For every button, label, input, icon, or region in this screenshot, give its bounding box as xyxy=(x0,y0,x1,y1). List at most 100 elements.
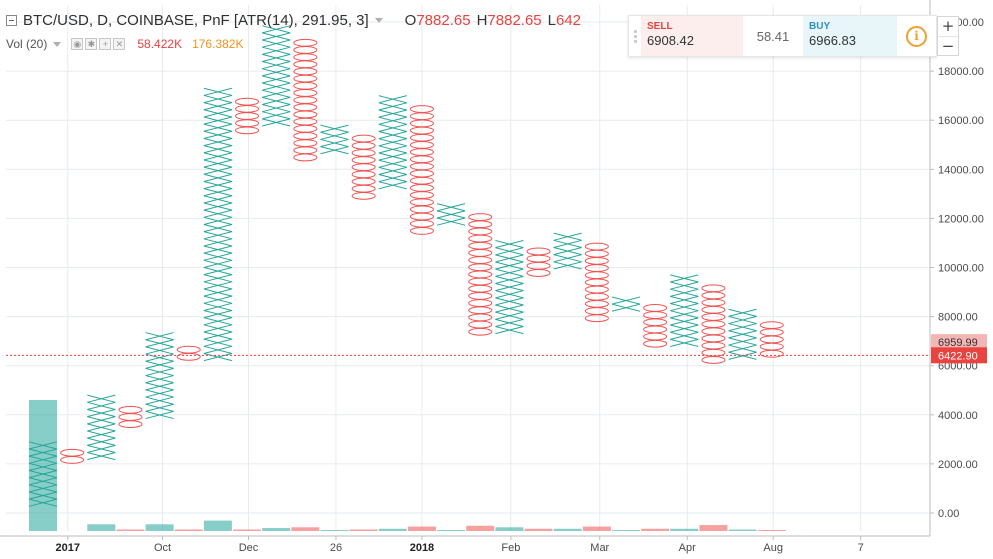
x-mark xyxy=(203,231,233,240)
x-column xyxy=(87,394,116,461)
o-mark xyxy=(468,234,493,243)
x-mark xyxy=(262,111,291,120)
volume-bar xyxy=(116,529,145,531)
sell-button[interactable]: SELL 6908.42 xyxy=(641,16,743,56)
x-mark xyxy=(378,109,407,118)
x-mark xyxy=(203,130,233,139)
x-mark xyxy=(495,268,524,277)
o-mark xyxy=(643,339,668,348)
o-mark xyxy=(584,264,609,272)
x-mark xyxy=(262,89,291,98)
o-mark xyxy=(701,334,726,343)
spread-value: 58.41 xyxy=(743,16,803,56)
volume-title[interactable]: Vol (20) xyxy=(6,37,48,51)
drag-handle[interactable] xyxy=(629,16,641,56)
x-mark xyxy=(145,389,174,398)
o-mark xyxy=(293,74,318,83)
add-icon[interactable]: + xyxy=(99,38,112,50)
o-mark xyxy=(584,314,609,323)
open-value: 7882.65 xyxy=(416,12,471,29)
x-mark xyxy=(553,254,582,263)
o-column xyxy=(584,242,609,323)
o-mark xyxy=(584,242,609,251)
x-mark xyxy=(28,462,58,471)
pnf-columns xyxy=(28,25,784,507)
buy-button[interactable]: BUY 6966.83 xyxy=(803,16,897,56)
x-mark xyxy=(378,174,407,183)
o-mark xyxy=(293,110,318,119)
settings-icon[interactable]: ✱ xyxy=(85,38,98,50)
o-column xyxy=(468,213,493,336)
o-mark xyxy=(701,341,726,350)
zoom-in-button[interactable]: + xyxy=(941,17,955,36)
x-mark xyxy=(553,239,582,248)
x-column xyxy=(611,296,641,312)
o-mark xyxy=(701,320,726,329)
x-mark xyxy=(495,318,524,327)
x-mark xyxy=(670,274,699,283)
x-mark xyxy=(203,317,233,326)
o-mark xyxy=(293,153,318,162)
x-mark xyxy=(378,152,407,161)
info-button[interactable]: i xyxy=(897,16,936,56)
low-key: L xyxy=(547,12,556,29)
x-column xyxy=(262,25,291,127)
x-mark xyxy=(87,430,116,439)
o-mark xyxy=(584,271,609,280)
o-mark xyxy=(701,298,726,307)
o-mark xyxy=(701,348,726,357)
time-tick-label: 7 xyxy=(858,542,864,554)
x-mark xyxy=(203,123,233,132)
o-mark xyxy=(293,46,318,54)
o-mark xyxy=(176,345,201,354)
x-mark xyxy=(262,39,291,48)
price-tick-label: 12000.00 xyxy=(938,213,984,225)
x-mark xyxy=(378,159,407,168)
x-mark xyxy=(203,116,233,125)
x-mark xyxy=(495,261,524,270)
symbol-title[interactable]: BTC/USD, D, COINBASE, PnF [ATR(14), 291.… xyxy=(23,12,369,29)
chevron-down-icon[interactable] xyxy=(374,18,383,23)
chevron-down-icon[interactable] xyxy=(53,41,62,47)
time-axis[interactable]: 2017 Oct Dec 26 2018 Feb Mar Apr Aug 7 xyxy=(0,535,930,554)
o-column xyxy=(759,321,784,358)
x-mark xyxy=(28,498,58,507)
o-mark xyxy=(584,278,609,287)
o-mark xyxy=(643,311,668,319)
x-mark xyxy=(611,303,641,312)
x-mark xyxy=(145,375,174,384)
x-mark xyxy=(203,202,233,211)
o-mark xyxy=(293,81,318,90)
x-mark xyxy=(728,308,757,317)
o-mark xyxy=(351,170,376,179)
x-mark xyxy=(670,303,699,312)
collapse-legend-icon[interactable] xyxy=(6,15,17,26)
x-mark xyxy=(145,410,174,420)
eye-icon[interactable]: ◉ xyxy=(71,38,84,50)
x-mark xyxy=(87,416,116,425)
volume-bar xyxy=(553,528,582,531)
o-mark xyxy=(584,249,609,258)
close-icon[interactable]: ✕ xyxy=(113,38,126,50)
x-mark xyxy=(378,131,407,140)
volume-bar xyxy=(524,528,553,531)
o-column xyxy=(118,405,143,429)
x-mark xyxy=(203,223,233,233)
x-mark xyxy=(87,444,116,453)
x-mark xyxy=(320,146,349,155)
x-mark xyxy=(262,104,291,113)
o-mark xyxy=(351,134,376,143)
x-mark xyxy=(262,96,291,106)
time-tick-label: 2017 xyxy=(56,542,80,554)
x-mark xyxy=(145,346,174,355)
x-mark xyxy=(495,240,524,249)
x-mark xyxy=(670,310,699,319)
zoom-out-button[interactable]: − xyxy=(938,35,958,56)
o-mark xyxy=(643,304,668,312)
o-column xyxy=(60,448,85,464)
x-mark xyxy=(203,145,233,154)
price-axis[interactable]: 0.00 2000.00 4000.00 6000.00 8000.00 10000.00… xyxy=(929,0,984,536)
x-mark xyxy=(436,210,466,219)
